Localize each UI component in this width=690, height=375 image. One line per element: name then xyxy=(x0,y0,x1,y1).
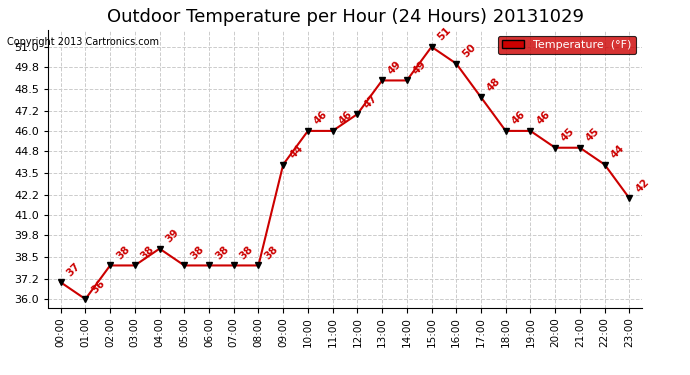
Text: 38: 38 xyxy=(238,244,255,261)
Text: 36: 36 xyxy=(90,278,107,295)
Text: 38: 38 xyxy=(188,244,206,261)
Text: 45: 45 xyxy=(560,126,577,144)
Text: 44: 44 xyxy=(609,143,627,160)
Text: 38: 38 xyxy=(213,244,230,261)
Text: 37: 37 xyxy=(65,261,82,278)
Text: 38: 38 xyxy=(263,244,280,261)
Text: 50: 50 xyxy=(460,42,477,60)
Title: Outdoor Temperature per Hour (24 Hours) 20131029: Outdoor Temperature per Hour (24 Hours) … xyxy=(106,8,584,26)
Text: 51: 51 xyxy=(435,26,453,43)
Text: 46: 46 xyxy=(510,110,527,127)
Text: 42: 42 xyxy=(633,177,651,194)
Text: 47: 47 xyxy=(362,92,379,110)
Text: 48: 48 xyxy=(485,76,502,93)
Legend: Temperature  (°F): Temperature (°F) xyxy=(497,36,636,54)
Text: 39: 39 xyxy=(164,227,181,244)
Text: 45: 45 xyxy=(584,126,602,144)
Text: 49: 49 xyxy=(386,59,404,76)
Text: 44: 44 xyxy=(287,143,305,160)
Text: 46: 46 xyxy=(535,110,552,127)
Text: Copyright 2013 Cartronics.com: Copyright 2013 Cartronics.com xyxy=(7,37,159,47)
Text: 38: 38 xyxy=(139,244,157,261)
Text: 49: 49 xyxy=(411,59,428,76)
Text: 38: 38 xyxy=(115,244,132,261)
Text: 46: 46 xyxy=(312,110,330,127)
Text: 46: 46 xyxy=(337,110,354,127)
